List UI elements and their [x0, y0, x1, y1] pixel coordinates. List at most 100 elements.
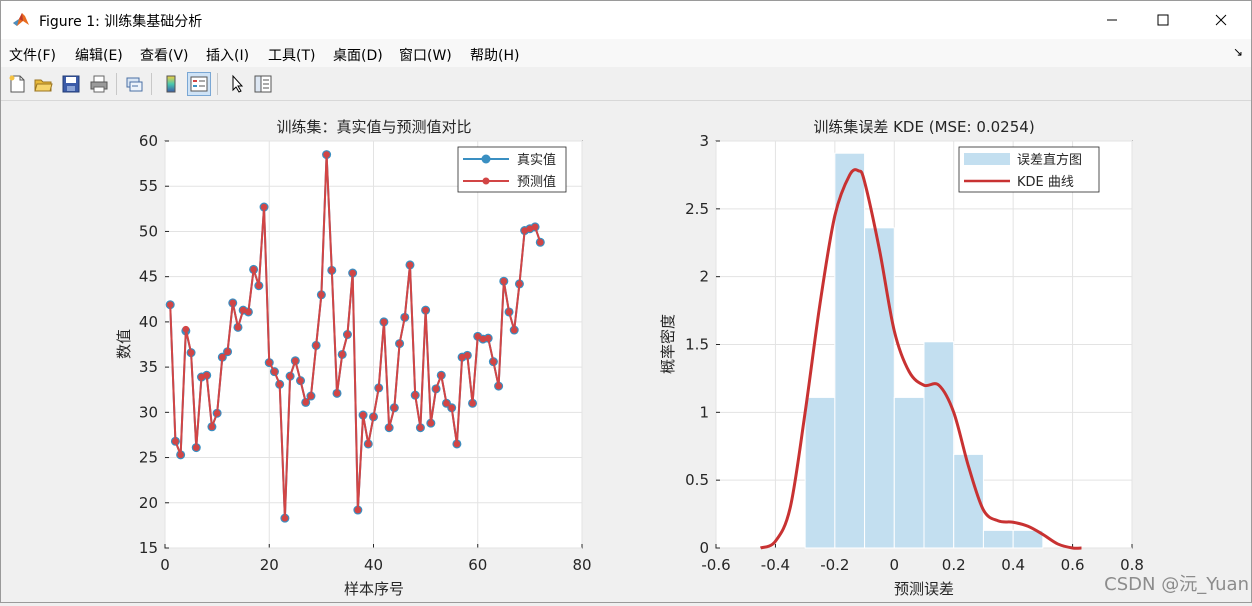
pred-series-point [292, 357, 299, 365]
menu-edit[interactable]: 编辑(E) [75, 48, 123, 64]
pred-series-point [380, 318, 388, 326]
pred-series-point [521, 227, 528, 234]
x-tick-label: -0.6 [701, 556, 730, 574]
histogram-bar [804, 396, 836, 549]
legend-true-marker [481, 154, 491, 164]
menu-window[interactable]: 窗口(W) [399, 48, 452, 64]
kde-curve [759, 168, 1082, 550]
pred-series-point [234, 324, 242, 331]
pred-series-point [484, 334, 492, 342]
pred-series-point [401, 314, 409, 321]
y-tick-label: 2.5 [685, 200, 709, 218]
menu-bar: 文件(F) 编辑(E) 查看(V) 插入(I) 工具(T) 桌面(D) 窗口(W… [1, 39, 1251, 67]
axes-kde[interactable]: -0.6 -0.4 -0.2 0 0.2 0.4 0.6 0.8 00.511.522.53 … [659, 118, 1144, 598]
y-axis-label-left: 数值 [115, 329, 133, 359]
pred-series-point [213, 409, 221, 417]
pred-series-point [344, 331, 351, 338]
x-tick-label: 80 [572, 556, 591, 574]
legend-button[interactable] [187, 72, 211, 96]
histogram-bar [923, 341, 955, 549]
pred-series-point [224, 348, 231, 356]
y-tick-label: 15 [139, 539, 158, 557]
pred-series-point [443, 399, 450, 407]
pred-series-point [490, 358, 497, 365]
y-tick-label: 30 [139, 403, 158, 421]
pointer-button[interactable] [225, 72, 249, 96]
histogram-bar [982, 529, 1014, 549]
legend-left[interactable]: 真实值 预测值 [457, 146, 567, 193]
x-axis-label-right: 预测误差 [894, 580, 954, 598]
legend-right[interactable]: 误差直方图 KDE 曲线 [958, 146, 1100, 193]
pred-series-point [495, 382, 502, 390]
menu-file[interactable]: 文件(F) [9, 48, 56, 64]
colorbar-icon [166, 75, 176, 93]
pred-series-point [427, 419, 435, 427]
axes-comparison[interactable]: 0 20 40 60 80 15 20 25 30 35 40 45 50 55 60 训练集：真实值与预… [115, 118, 592, 598]
y-tick-label: 40 [139, 313, 158, 331]
pred-series-point [250, 266, 257, 273]
pred-series-point [203, 371, 210, 379]
chart-title-left: 训练集：真实值与预测值对比 [276, 118, 471, 136]
link-button[interactable] [122, 72, 146, 96]
pred-series-point [531, 223, 539, 231]
y-tick-label: 2 [699, 268, 709, 286]
pred-series-point [318, 291, 325, 299]
pred-series-point [302, 399, 310, 406]
pointer-icon [232, 74, 244, 93]
x-tick-label: 20 [260, 556, 279, 574]
x-tick-label: 40 [364, 556, 383, 574]
pred-series-point [516, 280, 523, 288]
print-icon [90, 75, 108, 93]
close-button[interactable] [1198, 1, 1244, 39]
pred-series-point [458, 353, 466, 361]
save-button[interactable] [59, 72, 83, 96]
x-tick-labels: -0.6 -0.4 -0.2 0 0.2 0.4 0.6 0.8 [701, 556, 1144, 574]
pred-series-point [464, 352, 471, 359]
histogram-bar [864, 227, 895, 549]
x-tick-label: 0.8 [1120, 556, 1144, 574]
pred-series-point [396, 340, 403, 347]
colorbar-button[interactable] [159, 72, 183, 96]
figure-canvas: 0 20 40 60 80 15 20 25 30 35 40 45 50 55 60 训练集：真实值与预… [1, 102, 1251, 602]
legend-hist-label: 误差直方图 [1017, 152, 1082, 168]
x-tick-label: 0.6 [1061, 556, 1085, 574]
matlab-logo-icon [11, 10, 31, 30]
y-tick-label: 35 [139, 358, 158, 376]
property-inspector-button[interactable] [251, 72, 275, 96]
menu-tools[interactable]: 工具(T) [268, 48, 316, 64]
pred-series-point [187, 349, 195, 356]
open-file-button[interactable] [31, 72, 55, 96]
print-button[interactable] [87, 72, 111, 96]
menu-help[interactable]: 帮助(H) [470, 48, 520, 64]
pred-series-point [349, 269, 356, 277]
dock-arrow-icon[interactable]: ↘ [1232, 45, 1243, 59]
minimize-button[interactable] [1089, 1, 1135, 39]
menu-view[interactable]: 查看(V) [140, 48, 189, 64]
pred-series-point [338, 351, 346, 358]
new-figure-button[interactable] [5, 72, 29, 96]
save-icon [62, 75, 80, 93]
pred-series-point [219, 353, 226, 361]
y-tick-labels: 0 0.5 1 1.5 2 2.5 3 [685, 132, 709, 557]
legend-icon [190, 76, 208, 92]
y-tick-label: 0 [699, 539, 709, 557]
maximize-button[interactable] [1140, 1, 1186, 39]
x-tick-label: -0.4 [761, 556, 790, 574]
x-tick-labels: 0 20 40 60 80 [160, 556, 591, 574]
pred-series-point [479, 335, 487, 343]
pred-series-point [265, 359, 273, 366]
y-tick-label: 20 [139, 494, 158, 512]
toolbar-separator [116, 73, 117, 95]
series-lines [165, 150, 545, 523]
pred-series-point [312, 342, 320, 349]
y-tick-label: 0.5 [685, 471, 709, 489]
y-tick-label: 3 [699, 132, 709, 150]
pred-series-point [172, 437, 179, 445]
pred-series-point [297, 377, 304, 384]
menu-desktop[interactable]: 桌面(D) [333, 48, 383, 64]
pred-series-point [271, 368, 278, 375]
kde-line [759, 168, 1082, 550]
property-inspector-icon [254, 75, 272, 93]
menu-insert[interactable]: 插入(I) [206, 48, 250, 64]
